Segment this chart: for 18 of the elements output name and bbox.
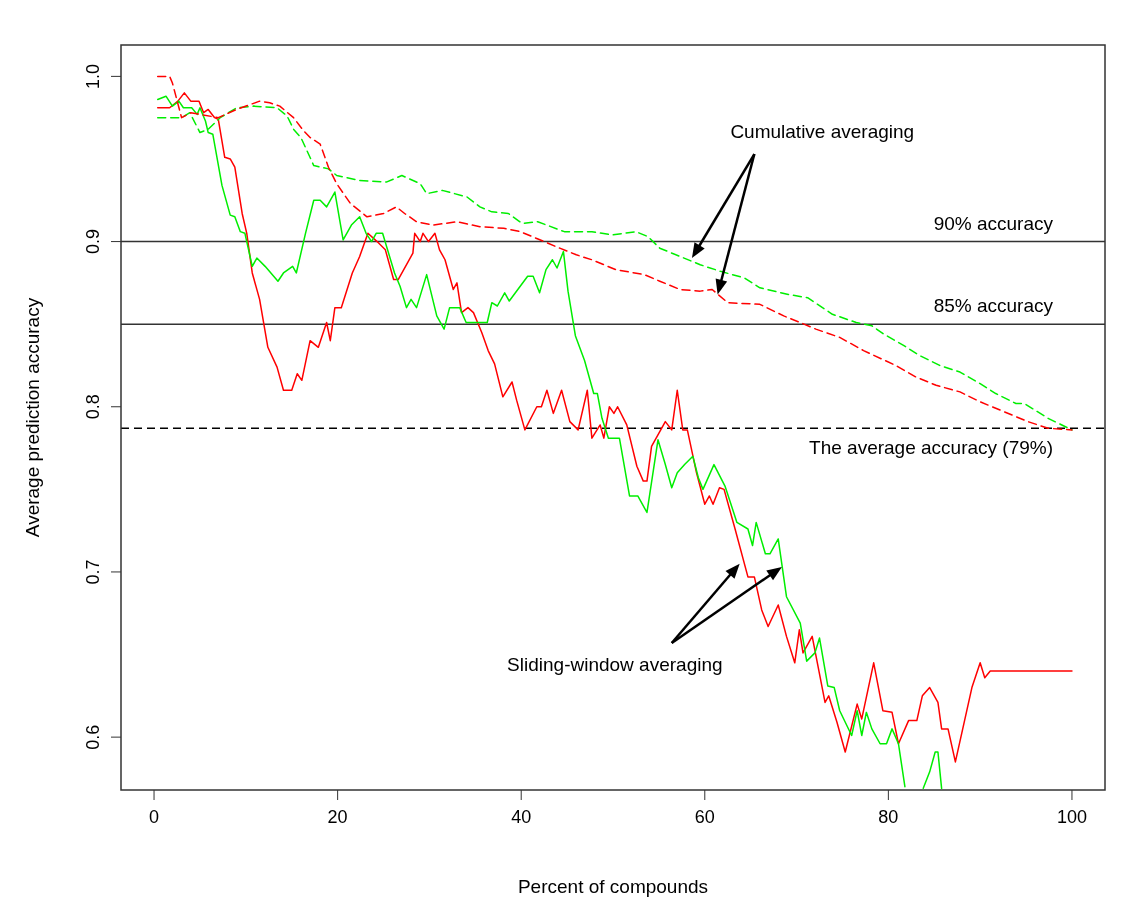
ref-line-label: 85% accuracy	[933, 295, 1054, 317]
x-tick-label: 0	[149, 807, 160, 827]
x-tick-label: 80	[878, 807, 899, 827]
y-tick-label: 1.0	[83, 63, 103, 89]
x-tick-label: 20	[327, 807, 348, 827]
annotation: Sliding-window averaging	[507, 654, 723, 676]
ref-line-label: The average accuracy (79%)	[809, 437, 1053, 459]
y-tick-label: 0.6	[83, 724, 103, 750]
annotation: Cumulative averaging	[730, 120, 915, 142]
x-tick-label: 60	[694, 807, 715, 827]
y-tick-label: 0.9	[83, 229, 103, 255]
x-tick-label: 100	[1056, 807, 1087, 827]
y-axis-title: Average prediction accuracy	[22, 297, 43, 538]
x-tick-label: 40	[511, 807, 532, 827]
y-tick-label: 0.7	[83, 559, 103, 585]
x-axis-title: Percent of compounds	[517, 876, 709, 897]
y-tick-label: 0.8	[83, 394, 103, 420]
ref-line-label: 90% accuracy	[933, 212, 1054, 234]
